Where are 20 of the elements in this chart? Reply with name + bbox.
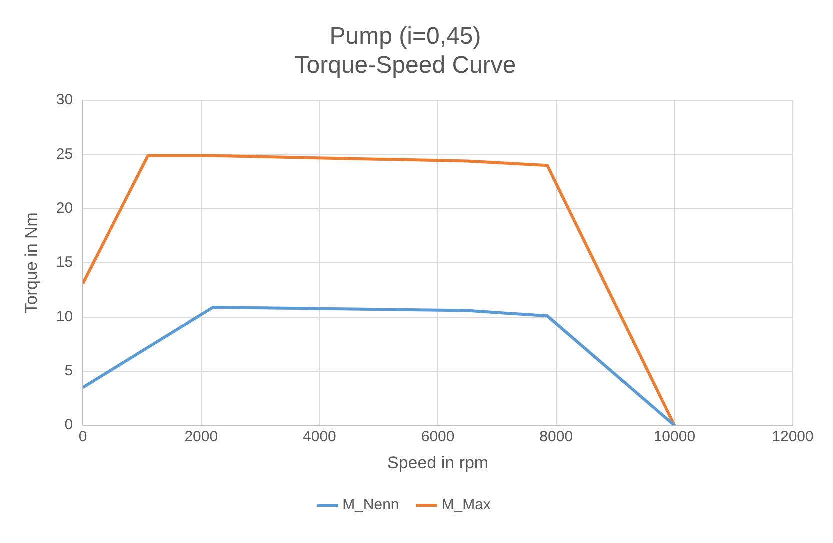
x-tick-label: 2000 (184, 428, 218, 446)
chart-title: Pump (i=0,45) (330, 23, 482, 50)
y-tick-label: 30 (56, 92, 74, 109)
y-tick-label: 0 (64, 416, 74, 434)
y-tick-label: 25 (56, 146, 74, 163)
y-tick-label: 5 (64, 362, 74, 380)
y-tick-label: 20 (56, 200, 74, 218)
x-tick-label: 4000 (303, 428, 336, 446)
x-tick-label: 6000 (421, 428, 455, 446)
y-tick-label: 10 (56, 308, 74, 326)
chart-subtitle: Torque-Speed Curve (294, 52, 516, 79)
x-tick-label: 8000 (540, 428, 574, 446)
x-tick-label: 0 (78, 428, 88, 446)
x-tick-label: 10000 (654, 428, 696, 446)
legend-label: M_Nenn (342, 496, 400, 514)
legend-label: M_Max (442, 496, 492, 514)
y-tick-label: 15 (56, 254, 74, 272)
x-tick-label: 12000 (772, 428, 814, 446)
y-axis-title: Torque in Nm (22, 212, 41, 314)
x-axis-title: Speed in rpm (387, 453, 489, 472)
